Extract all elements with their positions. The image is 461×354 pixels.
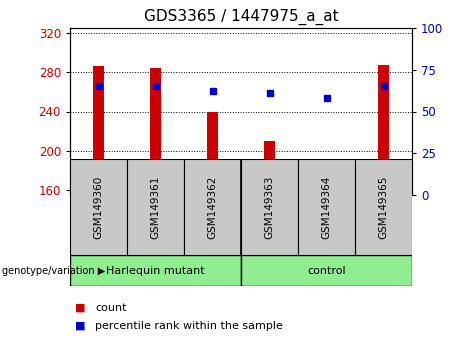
Text: GSM149362: GSM149362 xyxy=(207,175,218,239)
Bar xyxy=(94,66,104,190)
Bar xyxy=(184,159,241,255)
Text: count: count xyxy=(95,303,127,313)
Bar xyxy=(127,159,184,255)
Text: ■: ■ xyxy=(75,321,85,331)
Bar xyxy=(70,159,127,255)
Text: control: control xyxy=(307,266,346,275)
Text: GSM149365: GSM149365 xyxy=(378,175,389,239)
Text: Harlequin mutant: Harlequin mutant xyxy=(106,266,205,275)
Text: GSM149361: GSM149361 xyxy=(150,175,160,239)
Text: percentile rank within the sample: percentile rank within the sample xyxy=(95,321,283,331)
Bar xyxy=(378,65,389,190)
Title: GDS3365 / 1447975_a_at: GDS3365 / 1447975_a_at xyxy=(144,9,338,25)
Text: ■: ■ xyxy=(75,303,85,313)
Bar xyxy=(241,255,412,286)
Bar xyxy=(207,112,218,190)
Bar xyxy=(321,182,331,190)
Text: GSM149364: GSM149364 xyxy=(321,175,331,239)
Text: GSM149360: GSM149360 xyxy=(94,175,104,239)
Bar xyxy=(264,141,275,190)
Text: GSM149363: GSM149363 xyxy=(265,175,274,239)
Text: genotype/variation ▶: genotype/variation ▶ xyxy=(2,266,106,275)
Bar xyxy=(355,159,412,255)
Bar xyxy=(298,159,355,255)
Bar xyxy=(70,255,241,286)
Bar xyxy=(150,68,160,190)
Bar xyxy=(241,159,298,255)
